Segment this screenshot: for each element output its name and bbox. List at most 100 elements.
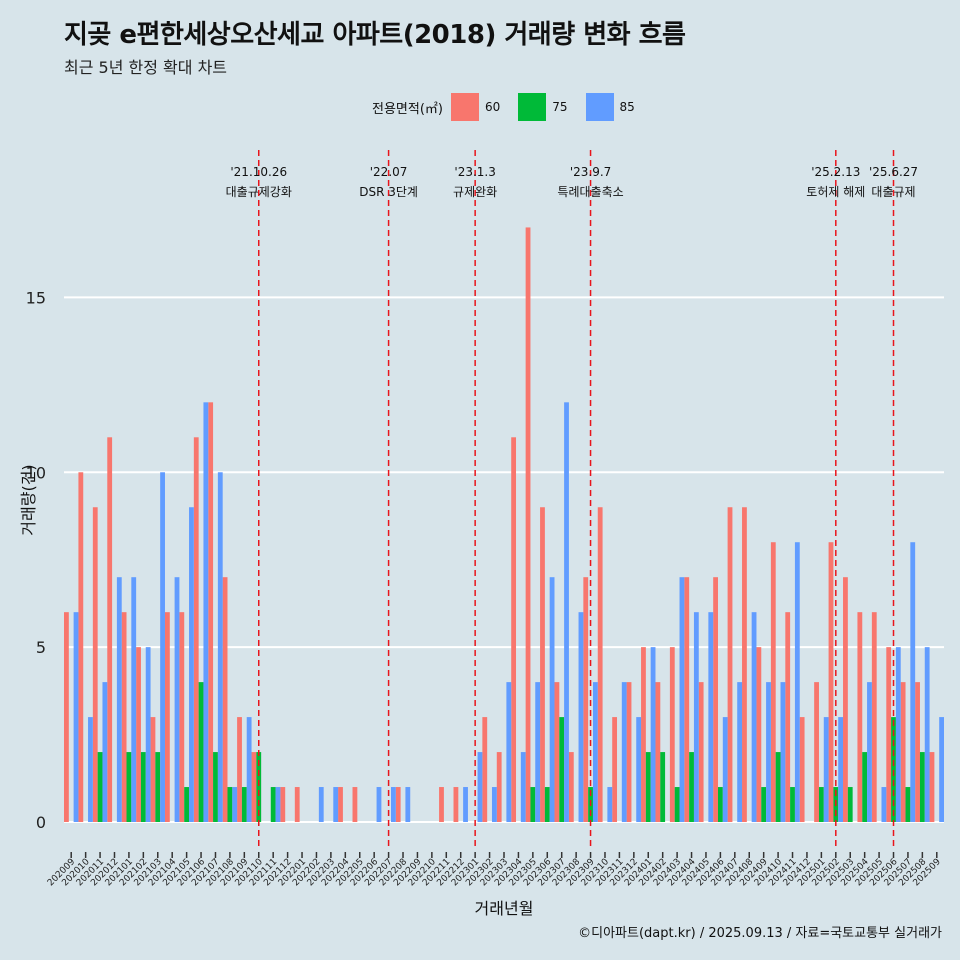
- bar-75-202409: [761, 787, 767, 823]
- bar-60-202306: [540, 507, 545, 823]
- bar-60-202102: [136, 647, 141, 823]
- bar-85-202408: [751, 612, 757, 823]
- bar-85-202302: [491, 787, 497, 823]
- legend-label-75: 75: [552, 100, 568, 114]
- bar-60-202404: [684, 577, 690, 823]
- bar-75-202410: [775, 752, 781, 823]
- bar-60-202107: [208, 402, 214, 823]
- bar-60-202211: [439, 787, 444, 823]
- bar-60-202502: [828, 542, 834, 823]
- bar-60-202403: [669, 647, 675, 823]
- bar-85-202409: [766, 682, 771, 823]
- bar-85-202208: [405, 787, 411, 823]
- bar-75-202101: [126, 752, 132, 823]
- bar-85-202102: [145, 647, 151, 823]
- bar-85-202105: [189, 507, 194, 823]
- bar-85-202108: [232, 787, 238, 823]
- event-text-label: DSR 3단계: [359, 185, 418, 199]
- bar-60-202503: [843, 577, 848, 823]
- bar-85-202301: [477, 752, 483, 823]
- legend-key-60: [450, 93, 479, 121]
- bar-85-202407: [737, 682, 743, 823]
- bar-60-202507: [900, 682, 906, 823]
- bar-60-202308: [568, 752, 574, 823]
- legend-label-60: 60: [484, 100, 501, 114]
- bar-85-202109: [246, 717, 252, 823]
- bar-85-202401: [650, 647, 656, 823]
- bar-75-202011: [97, 752, 103, 823]
- bar-60-202009: [64, 612, 69, 823]
- bar-75-202106: [198, 682, 204, 823]
- bar-85-202106: [203, 402, 209, 823]
- bar-85-202404: [693, 612, 699, 823]
- bar-75-202404: [689, 752, 694, 823]
- bar-60-202201: [294, 787, 300, 823]
- bar-60-202109: [237, 717, 242, 823]
- bar-60-202309: [583, 577, 589, 823]
- bar-60-202312: [626, 682, 632, 823]
- x-axis-label: 거래년월: [475, 899, 534, 918]
- chart-subtitle: 최근 5년 한정 확대 차트: [64, 58, 228, 77]
- bar-60-202208: [395, 787, 401, 823]
- bar-60-202104: [164, 612, 170, 823]
- y-tick-label: 10: [26, 463, 46, 482]
- bar-60-202205: [352, 787, 358, 823]
- bar-85-202009: [73, 612, 79, 823]
- bar-60-202307: [554, 682, 560, 823]
- bar-60-202407: [727, 507, 733, 823]
- bar-75-202504: [862, 752, 868, 823]
- bar-60-202110: [251, 752, 257, 823]
- bar-75-202102: [140, 752, 146, 823]
- bar-85-202405: [708, 612, 714, 823]
- bar-60-202303: [496, 752, 502, 823]
- bar-85-202502: [838, 717, 844, 823]
- bar-75-202401: [645, 752, 651, 823]
- bar-75-202305: [530, 787, 536, 823]
- bar-75-202403: [674, 787, 680, 823]
- bar-85-202406: [722, 717, 728, 823]
- bar-85-202206: [376, 787, 382, 823]
- event-date-label: '23.9.7: [570, 165, 611, 179]
- y-tick-label: 0: [36, 813, 46, 832]
- bar-85-202411: [794, 542, 800, 823]
- chart-title: 지곶 e편한세상오산세교 아파트(2018) 거래량 변화 흐름: [64, 20, 686, 50]
- bar-75-202307: [559, 717, 565, 823]
- y-axis-label: 거래량(건): [19, 464, 38, 535]
- bar-75-202306: [544, 787, 550, 823]
- bar-60-202411: [785, 612, 791, 823]
- bar-60-202010: [78, 472, 84, 823]
- event-date-label: '22.07: [370, 165, 408, 179]
- bar-60-202408: [742, 507, 747, 823]
- bar-60-202508: [915, 682, 920, 823]
- legend-key-85: [585, 93, 614, 121]
- bar-85-202101: [131, 577, 137, 823]
- y-tick-label: 5: [36, 638, 46, 657]
- event-text-label: 규제완화: [453, 185, 497, 199]
- bar-85-202410: [780, 682, 786, 823]
- bar-60-202509: [929, 752, 935, 823]
- legend-title: 전용면적(㎡): [372, 101, 443, 117]
- bar-85-202309: [592, 682, 598, 823]
- bar-85-202207: [390, 787, 396, 823]
- event-date-label: '25.2.13: [811, 165, 860, 179]
- bar-60-202305: [525, 227, 531, 823]
- bar-75-202103: [155, 752, 161, 823]
- bar-60-202501: [814, 682, 819, 823]
- bar-60-202112: [280, 787, 286, 823]
- event-date-label: '25.6.27: [869, 165, 918, 179]
- bar-60-202504: [857, 612, 863, 823]
- bar-85-202212: [463, 787, 468, 823]
- bar-60-202412: [799, 717, 805, 823]
- bar-75-202507: [905, 787, 911, 823]
- legend-label-85: 85: [619, 100, 635, 114]
- bar-85-202504: [867, 682, 872, 823]
- bar-75-202411: [790, 787, 795, 823]
- bar-60-202304: [511, 437, 517, 823]
- bar-75-202402: [660, 752, 666, 823]
- event-text-label: 대출규제강화: [226, 185, 292, 199]
- bar-85-202305: [535, 682, 541, 823]
- bar-60-202402: [655, 682, 661, 823]
- bar-75-202105: [184, 787, 190, 823]
